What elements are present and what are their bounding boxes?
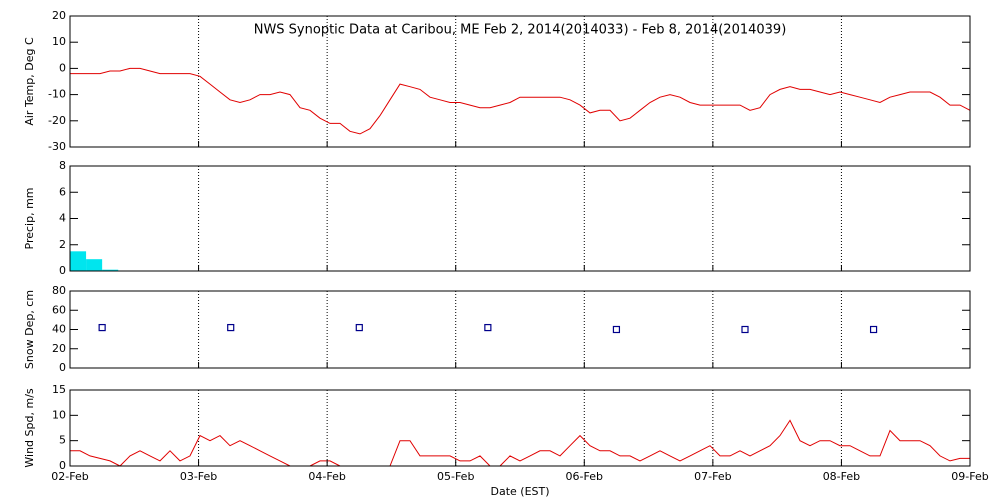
y-tick-label: 15 [52, 383, 66, 396]
data-line [70, 419, 970, 467]
y-tick-label: 20 [52, 342, 66, 355]
marker [741, 325, 749, 334]
y-tick-label: 6 [59, 185, 66, 198]
y-tick-label: 20 [52, 9, 66, 22]
marker [355, 323, 363, 332]
x-tick-label: 06-Feb [566, 470, 603, 483]
y-axis-label: Air Temp, Deg C [23, 37, 36, 126]
y-axis-label: Snow Dep, cm [23, 290, 36, 369]
y-tick-label: -10 [48, 88, 66, 101]
y-tick-label: 0 [59, 361, 66, 374]
x-tick-label: 04-Feb [308, 470, 345, 483]
x-tick-label: 02-Feb [51, 470, 88, 483]
y-tick-label: 4 [59, 212, 66, 225]
y-axis-label: Wind Spd, m/s [23, 388, 36, 468]
plot-frame [69, 389, 971, 467]
x-tick-label: 08-Feb [823, 470, 860, 483]
x-tick-label: 07-Feb [694, 470, 731, 483]
marker [484, 323, 492, 332]
bar [70, 251, 87, 271]
y-tick-label: 10 [52, 35, 66, 48]
y-tick-label: 40 [52, 323, 66, 336]
bar [102, 269, 119, 271]
plot-frame [69, 165, 971, 272]
y-axis-label: Precip, mm [23, 188, 36, 250]
y-tick-label: 5 [59, 434, 66, 447]
y-tick-label: 0 [59, 459, 66, 472]
y-tick-label: -30 [48, 140, 66, 153]
marker [98, 323, 106, 332]
plot-frame [69, 290, 971, 369]
marker [227, 323, 235, 332]
y-tick-label: 0 [59, 264, 66, 277]
y-tick-label: 0 [59, 61, 66, 74]
y-tick-label: 80 [52, 284, 66, 297]
data-line [70, 67, 971, 135]
plot-frame [69, 15, 971, 148]
x-tick-label: 05-Feb [437, 470, 474, 483]
marker [869, 325, 878, 334]
y-tick-label: 10 [52, 408, 66, 421]
x-tick-label: 09-Feb [951, 470, 988, 483]
x-tick-label: 03-Feb [180, 470, 217, 483]
y-tick-label: -20 [48, 114, 66, 127]
bar [86, 259, 103, 271]
y-tick-label: 2 [59, 238, 66, 251]
marker [612, 325, 621, 334]
y-tick-label: 8 [59, 159, 66, 172]
x-axis-label: Date (EST) [490, 485, 549, 498]
y-tick-label: 60 [52, 303, 66, 316]
chart-title: NWS Synoptic Data at Caribou, ME Feb 2, … [254, 23, 787, 38]
